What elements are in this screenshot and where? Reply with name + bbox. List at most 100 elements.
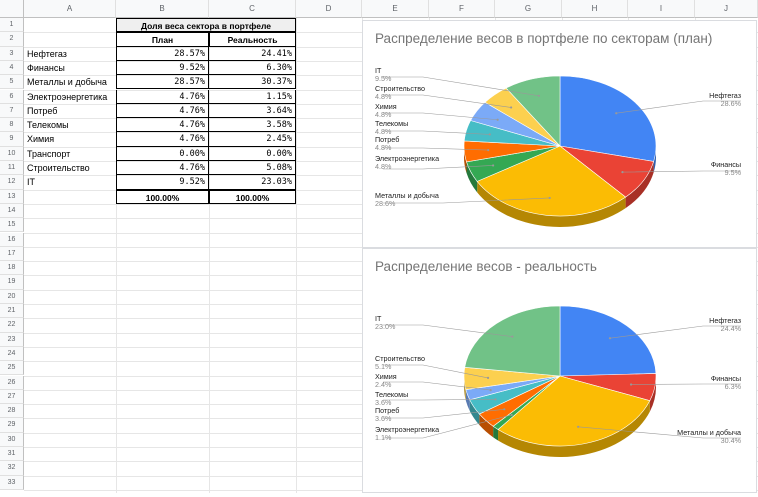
real-value-cell[interactable]: 0.00% [209, 146, 296, 161]
row-header[interactable]: 17 [0, 246, 24, 262]
sector-name-cell[interactable]: Телекомы [27, 120, 69, 131]
slice-percent: 2.4% [375, 380, 392, 389]
column-header[interactable]: G [495, 0, 562, 18]
row-header[interactable]: 30 [0, 432, 24, 447]
column-header[interactable]: D [296, 0, 362, 18]
plan-value-cell[interactable]: 4.76% [116, 103, 209, 119]
row-header[interactable]: 31 [0, 447, 24, 462]
column-header[interactable]: F [429, 0, 495, 18]
row-header[interactable]: 14 [0, 203, 24, 219]
column-header[interactable]: I [628, 0, 695, 18]
row-header[interactable]: 29 [0, 418, 24, 433]
plan-value-cell[interactable]: 4.76% [116, 161, 209, 176]
row-header[interactable]: 15 [0, 218, 24, 233]
column-header[interactable]: J [695, 0, 758, 18]
row-header[interactable]: 24 [0, 346, 24, 362]
row-header[interactable]: 28 [0, 404, 24, 419]
plan-value-cell[interactable]: 9.52% [116, 175, 209, 190]
row-header[interactable]: 27 [0, 389, 24, 405]
row-header[interactable]: 32 [0, 461, 24, 476]
total-plan-cell[interactable]: 100.00% [116, 189, 209, 204]
plan-value-cell[interactable]: 4.76% [116, 118, 209, 133]
real-value-cell[interactable]: 3.58% [209, 118, 296, 133]
slice-label-IT: IT9.5% [375, 66, 540, 97]
plan-value-cell[interactable]: 28.57% [116, 46, 209, 61]
plan-value-cell[interactable]: 28.57% [116, 75, 209, 90]
slice-percent: 9.5% [375, 74, 392, 83]
real-value-cell[interactable]: 30.37% [209, 75, 296, 90]
row-header[interactable]: 19 [0, 275, 24, 290]
row-header[interactable]: 1 [0, 18, 24, 33]
sector-name-cell[interactable]: Нефтегаз [27, 48, 67, 59]
column-header[interactable]: C [209, 0, 296, 18]
sector-name-cell[interactable]: Строительство [27, 163, 90, 173]
row-header[interactable]: 13 [0, 189, 24, 204]
column-header[interactable]: A [24, 0, 116, 18]
total-real-cell[interactable]: 100.00% [209, 189, 296, 204]
real-value-cell[interactable]: 24.41% [209, 46, 296, 61]
sector-name-cell[interactable]: Транспорт [27, 148, 71, 159]
real-value-cell[interactable]: 23.03% [209, 175, 296, 190]
sector-name-cell[interactable]: Химия [27, 134, 55, 145]
select-all-corner[interactable] [0, 0, 24, 18]
real-value-cell[interactable]: 2.45% [209, 132, 296, 147]
pie-chart-plan[interactable]: Распределение весов в портфеле по сектор… [362, 20, 757, 248]
sector-name-cell[interactable]: Металлы и добыча [27, 77, 107, 88]
row-header[interactable]: 4 [0, 60, 24, 76]
plan-value-cell[interactable]: 9.52% [116, 60, 209, 76]
row-header[interactable]: 8 [0, 118, 24, 133]
grid-line [116, 18, 117, 493]
row-header[interactable]: 6 [0, 89, 24, 104]
chart-title: Распределение весов в портфеле по сектор… [375, 31, 713, 46]
column-header[interactable]: H [562, 0, 628, 18]
row-header[interactable]: 12 [0, 175, 24, 190]
pie-slice-Нефтегаз[interactable] [559, 305, 657, 377]
pie-slice-IT[interactable] [464, 305, 561, 377]
pie-side-Нефтегаз [653, 146, 656, 173]
row-header[interactable]: 9 [0, 132, 24, 147]
real-value-cell[interactable]: 6.30% [209, 60, 296, 76]
row-header[interactable]: 25 [0, 361, 24, 376]
pie-slice-Металлы и добыча[interactable] [476, 145, 627, 217]
row-header[interactable]: 26 [0, 375, 24, 390]
plan-value-cell[interactable]: 0.00% [116, 146, 209, 161]
row-header[interactable]: 10 [0, 146, 24, 161]
plan-value-cell[interactable]: 4.76% [116, 89, 209, 104]
real-value-cell[interactable]: 1.15% [209, 89, 296, 104]
row-header[interactable]: 7 [0, 103, 24, 119]
slice-name: Металлы и добыча [375, 191, 439, 200]
row-header[interactable]: 20 [0, 289, 24, 304]
row-header[interactable]: 18 [0, 261, 24, 276]
real-value-cell[interactable]: 3.64% [209, 103, 296, 119]
pie-slice-Металлы и добыча[interactable] [497, 375, 651, 447]
pie-side-Финансы [625, 161, 654, 209]
column-header[interactable]: B [116, 0, 209, 18]
header-plan-cell[interactable]: План [116, 32, 209, 47]
row-header[interactable]: 16 [0, 232, 24, 247]
column-header[interactable]: E [362, 0, 429, 18]
sector-name-cell[interactable]: IT [27, 177, 35, 188]
row-header[interactable]: 33 [0, 475, 24, 490]
sector-name-cell[interactable]: Финансы [27, 62, 65, 73]
row-header[interactable]: 22 [0, 318, 24, 333]
sector-name-cell[interactable]: Электроэнергетика [27, 91, 108, 102]
pie-slice-IT[interactable] [505, 75, 561, 147]
row-header[interactable]: 21 [0, 304, 24, 319]
table-title-cell[interactable]: Доля веса сектора в портфеле [116, 18, 296, 33]
row-header[interactable]: 2 [0, 32, 24, 47]
row-header[interactable]: 3 [0, 46, 24, 61]
header-real-cell[interactable]: Реальность [209, 32, 296, 47]
pie-slice-Нефтегаз[interactable] [559, 75, 657, 162]
row-header[interactable]: 23 [0, 332, 24, 347]
real-value-cell[interactable]: 5.08% [209, 161, 296, 176]
row-header[interactable]: 11 [0, 161, 24, 176]
pie-side-Химия [465, 389, 470, 411]
plan-value-cell[interactable]: 4.76% [116, 132, 209, 147]
row-header[interactable]: 5 [0, 75, 24, 90]
pie-chart-real[interactable]: Распределение весов - реальность Нефтега… [362, 248, 757, 493]
sector-name-cell[interactable]: Потреб [27, 105, 58, 116]
